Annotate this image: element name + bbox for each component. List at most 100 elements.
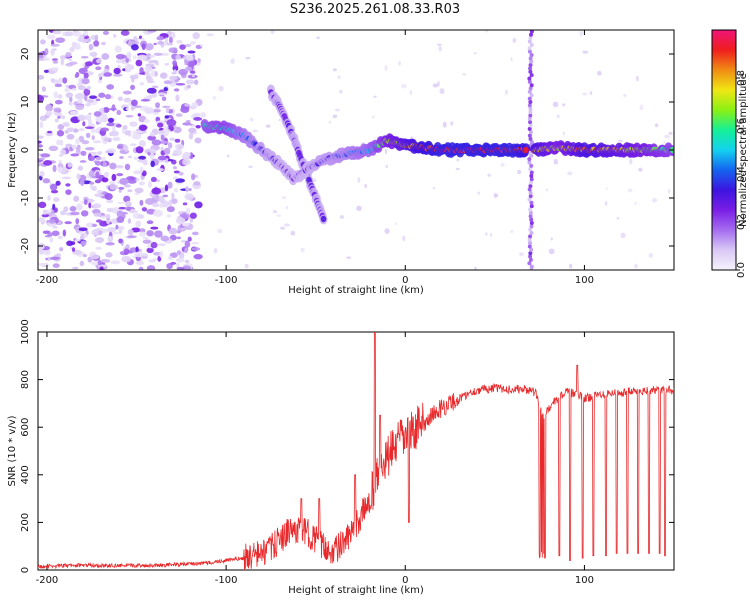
noise-blob xyxy=(107,226,117,233)
noise-blob xyxy=(281,195,287,200)
noise-blob xyxy=(175,54,181,60)
noise-blob xyxy=(72,87,77,91)
noise-blob xyxy=(72,128,79,133)
noise-blob xyxy=(120,30,130,36)
noise-blob xyxy=(442,121,447,128)
noise-blob xyxy=(89,95,98,100)
noise-blob xyxy=(145,43,154,51)
noise-blob xyxy=(112,231,120,235)
noise-blob xyxy=(150,241,158,249)
noise-blob xyxy=(65,51,72,58)
noise-blob xyxy=(150,176,157,182)
noise-blob xyxy=(200,112,206,118)
noise-blob xyxy=(69,211,80,216)
noise-blob xyxy=(100,215,106,219)
noise-blob xyxy=(171,71,177,75)
vertical-band-cell xyxy=(529,73,534,78)
noise-blob xyxy=(133,156,139,161)
noise-blob xyxy=(189,212,197,219)
noise-blob xyxy=(63,123,70,127)
noise-blob xyxy=(137,214,145,219)
vertical-band-cell xyxy=(527,197,532,202)
noise-blob xyxy=(182,222,190,227)
colorbar: 0.0 0.2 0.4 0.6 0.8 Normalized spectral ampl… xyxy=(711,29,749,278)
noise-blob xyxy=(548,248,555,255)
vertical-band-cell xyxy=(528,207,533,212)
noise-blob xyxy=(188,127,196,133)
noise-blob xyxy=(106,199,114,204)
noise-blob xyxy=(57,115,61,119)
noise-blob xyxy=(64,221,72,225)
noise-blob xyxy=(176,236,181,240)
noise-blob xyxy=(114,45,122,53)
noise-blob xyxy=(80,210,89,217)
noise-blob xyxy=(79,178,85,187)
noise-blob xyxy=(47,195,51,201)
noise-blob xyxy=(68,101,73,106)
noise-blob xyxy=(53,91,59,99)
noise-blob xyxy=(167,142,173,149)
noise-blob xyxy=(38,135,45,139)
noise-blob xyxy=(72,31,82,37)
noise-blob xyxy=(384,228,390,234)
vertical-band-cell xyxy=(527,39,532,44)
noise-blob xyxy=(84,126,95,129)
noise-blob xyxy=(356,205,362,212)
noise-blob xyxy=(364,184,368,188)
noise-blob xyxy=(156,36,165,41)
noise-blob xyxy=(187,50,196,54)
noise-blob xyxy=(78,128,85,132)
noise-blob xyxy=(185,185,189,193)
noise-blob xyxy=(149,131,156,137)
noise-blob xyxy=(272,210,278,214)
noise-blob xyxy=(73,195,80,202)
noise-blob xyxy=(49,183,58,191)
noise-blob xyxy=(146,247,154,254)
noise-blob xyxy=(78,227,88,232)
noise-blob xyxy=(154,71,158,77)
noise-blob xyxy=(217,228,223,234)
noise-blob xyxy=(55,180,61,186)
noise-blob xyxy=(61,115,66,120)
noise-blob xyxy=(89,181,95,185)
noise-blob xyxy=(402,235,406,242)
noise-blob xyxy=(111,104,116,112)
noise-blob xyxy=(146,76,154,84)
noise-blob xyxy=(103,68,110,73)
noise-blob xyxy=(189,218,194,223)
noise-blob xyxy=(553,158,559,165)
vertical-band-cell xyxy=(529,170,534,175)
noise-blob xyxy=(516,170,519,175)
noise-blob xyxy=(48,145,59,152)
noise-blob xyxy=(648,253,653,258)
noise-blob xyxy=(169,75,178,81)
noise-blob xyxy=(332,114,338,119)
noise-blob xyxy=(143,252,147,256)
noise-blob xyxy=(270,30,275,34)
noise-blob xyxy=(180,227,186,231)
noise-blob xyxy=(99,266,104,270)
noise-blob xyxy=(146,87,157,94)
noise-blob xyxy=(160,134,165,141)
noise-blob xyxy=(265,124,271,128)
noise-blob xyxy=(150,226,159,230)
noise-blob xyxy=(54,99,63,105)
noise-blob xyxy=(77,114,86,121)
noise-blob xyxy=(168,199,173,207)
noise-blob xyxy=(510,230,514,234)
snr-plot xyxy=(38,332,674,570)
noise-blob xyxy=(172,166,177,170)
noise-blob xyxy=(167,256,173,260)
noise-blob xyxy=(95,98,101,102)
noise-blob xyxy=(135,220,142,228)
vertical-band-cell xyxy=(527,89,532,94)
vertical-band-cell xyxy=(527,79,532,84)
noise-blob xyxy=(161,96,167,102)
noise-blob xyxy=(60,210,66,216)
noise-blob xyxy=(166,262,173,270)
noise-blob xyxy=(58,166,63,173)
noise-blob xyxy=(154,230,163,238)
noise-blob xyxy=(119,177,129,185)
noise-blob xyxy=(160,235,170,242)
noise-blob xyxy=(398,60,401,66)
